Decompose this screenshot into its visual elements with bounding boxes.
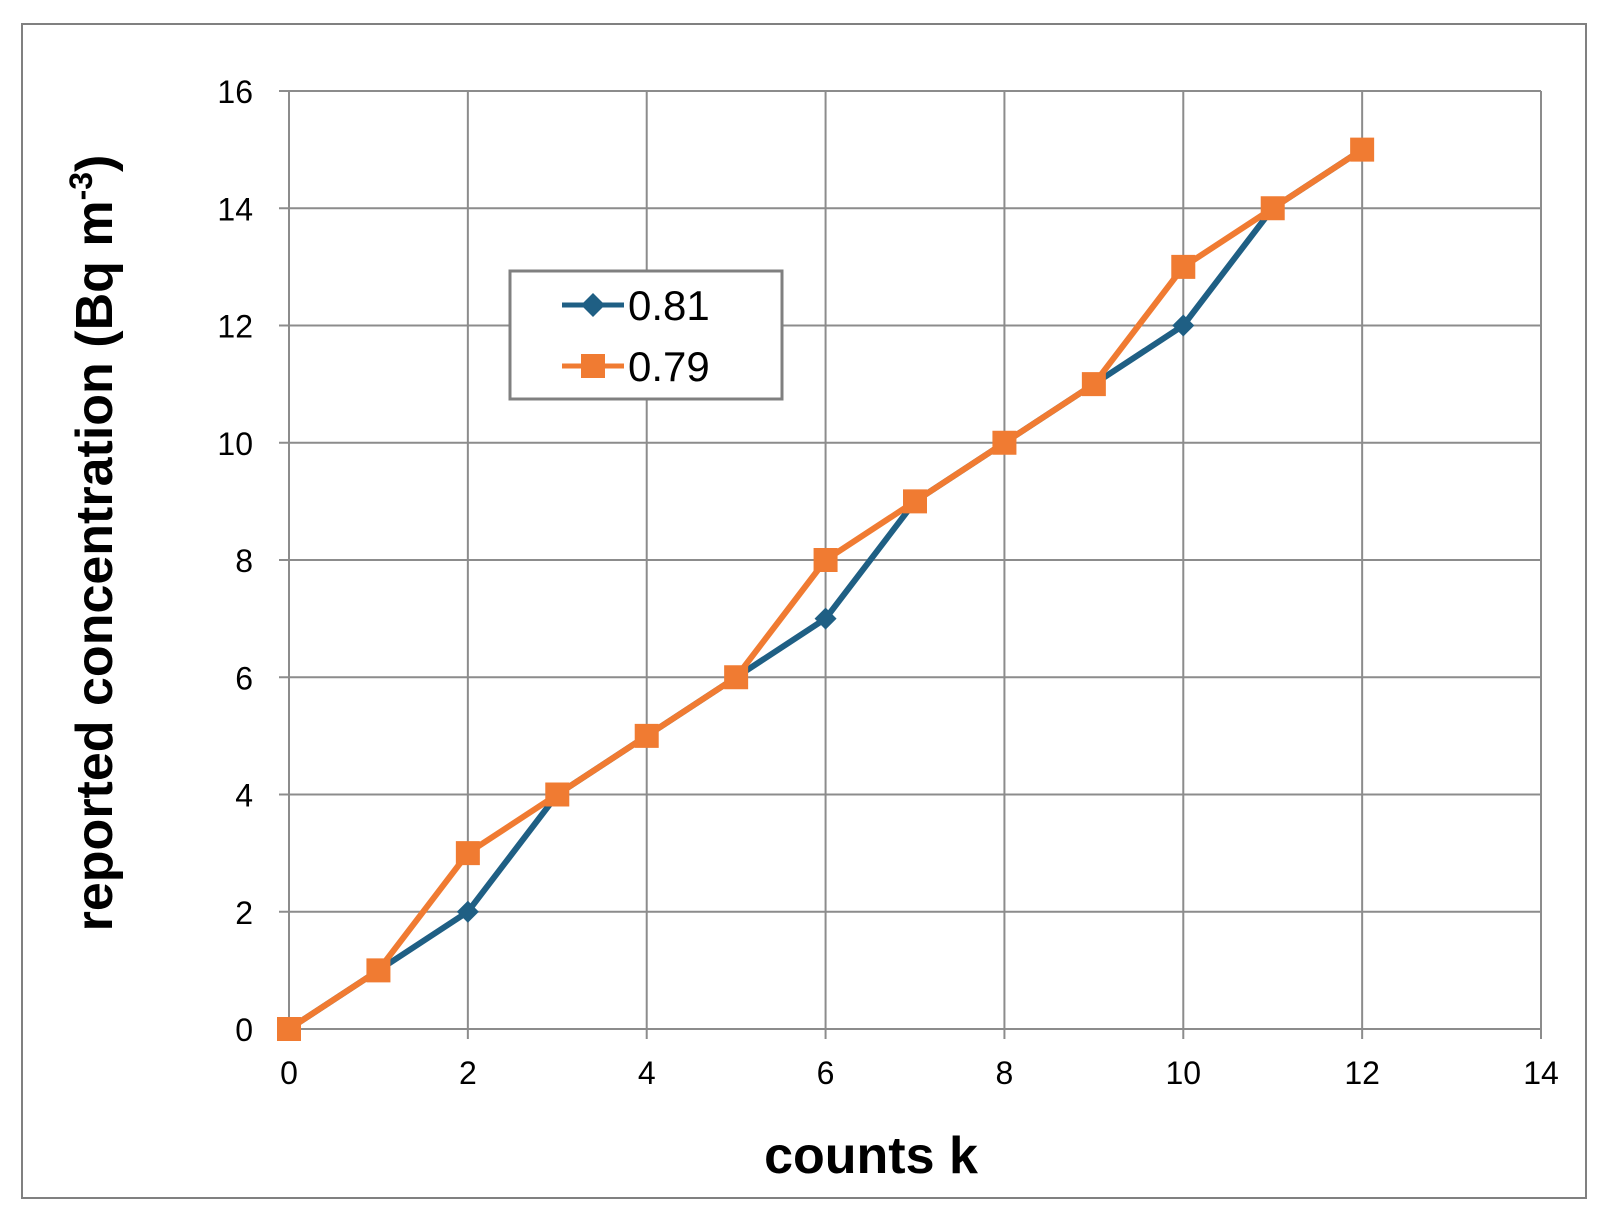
x-tick-label: 6 — [817, 1055, 835, 1091]
data-point-series-2 — [277, 1017, 301, 1041]
legend-marker-series-1 — [581, 293, 605, 317]
y-axis-title: reported concentration (Bq m-3) — [63, 155, 124, 932]
series — [277, 137, 1375, 1041]
data-point-series-2 — [1171, 254, 1196, 279]
y-tick-label: 2 — [235, 895, 253, 931]
y-tick-label: 4 — [235, 778, 253, 814]
y-tick-labels: 0 2 4 6 8 10 12 14 16 — [217, 74, 253, 1048]
data-point-series-2 — [1260, 196, 1285, 221]
chart-frame — [21, 23, 1587, 1199]
legend: 0.81 0.79 — [508, 269, 784, 401]
x-tick-label: 10 — [1165, 1055, 1201, 1091]
legend-box — [508, 269, 784, 401]
data-point-series-2 — [813, 548, 838, 572]
y-tick-label: 6 — [235, 660, 253, 696]
data-point-series-2 — [545, 782, 570, 807]
x-tick-label: 12 — [1344, 1055, 1380, 1091]
axes — [279, 90, 1542, 1039]
y-tick-label: 0 — [235, 1012, 253, 1048]
data-point-series-2 — [903, 489, 927, 514]
y-tick-label: 10 — [217, 426, 253, 462]
x-axis-title: counts k — [764, 1127, 978, 1185]
data-point-series-1 — [456, 900, 479, 923]
y-tick-label: 12 — [217, 309, 253, 345]
data-point-series-2 — [634, 723, 659, 748]
y-tick-label: 16 — [217, 74, 253, 110]
x-tick-label: 8 — [996, 1055, 1014, 1091]
legend-marker-series-2 — [581, 354, 605, 378]
data-point-series-1 — [814, 607, 837, 630]
data-point-series-2 — [1081, 372, 1106, 397]
y-tick-label: 8 — [235, 543, 253, 579]
x-tick-label: 4 — [638, 1055, 656, 1091]
data-point-series-2 — [724, 665, 749, 690]
data-point-series-2 — [992, 430, 1017, 455]
y-tick-label: 14 — [217, 191, 253, 227]
x-tick-labels: 0 2 4 6 8 10 12 14 — [280, 1055, 1559, 1091]
data-point-series-1 — [1172, 314, 1195, 337]
data-point-series-2 — [366, 958, 391, 983]
grid — [289, 90, 1542, 1029]
data-point-series-2 — [1350, 137, 1375, 162]
data-point-series-2 — [455, 841, 480, 866]
y-axis-title-superscript: -3 — [63, 172, 99, 200]
x-tick-label: 2 — [459, 1055, 477, 1091]
legend-label-series-1: 0.81 — [628, 282, 710, 329]
x-tick-label: 0 — [280, 1055, 298, 1091]
legend-label-series-2: 0.79 — [628, 343, 710, 390]
x-tick-label: 14 — [1523, 1055, 1559, 1091]
